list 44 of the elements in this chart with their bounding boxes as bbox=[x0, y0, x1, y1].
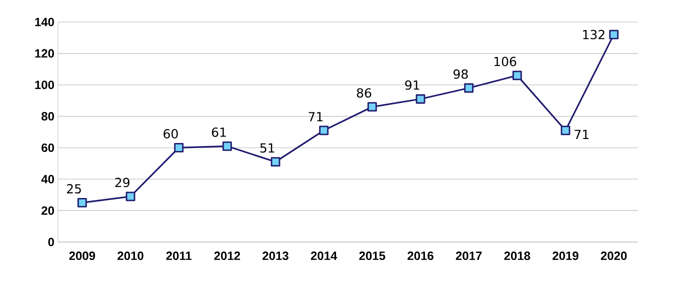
data-label: 51 bbox=[260, 143, 274, 153]
data-label: 91 bbox=[405, 80, 420, 90]
data-label: 29 bbox=[115, 178, 130, 188]
y-tick-label: 60 bbox=[42, 143, 54, 152]
point bbox=[126, 192, 136, 202]
data-label: 60 bbox=[164, 129, 178, 139]
y-tick-label: 140 bbox=[35, 18, 54, 26]
x-tick-label: 2018 bbox=[504, 252, 530, 260]
x-tick-label: 2019 bbox=[552, 252, 578, 260]
data-label: 86 bbox=[356, 88, 372, 98]
x-tick-label: 2017 bbox=[456, 252, 482, 260]
point bbox=[367, 102, 377, 112]
x-tick-label: 2012 bbox=[214, 252, 240, 260]
x-tick-label: 2013 bbox=[262, 252, 288, 260]
data-label: 98 bbox=[454, 69, 468, 79]
point bbox=[512, 70, 522, 80]
point bbox=[464, 83, 474, 93]
data-label: 71 bbox=[574, 130, 588, 139]
data-label: 25 bbox=[66, 184, 81, 194]
point bbox=[609, 30, 619, 40]
data-label: 61 bbox=[212, 127, 226, 137]
x-tick-label: 2011 bbox=[166, 252, 192, 260]
data-label: 71 bbox=[308, 112, 322, 122]
point bbox=[319, 126, 329, 136]
point bbox=[77, 198, 87, 208]
x-tick-label: 2014 bbox=[310, 252, 338, 260]
y-tick-label: 0 bbox=[48, 238, 54, 246]
y-tick-label: 20 bbox=[42, 206, 54, 215]
x-tick-label: 2009 bbox=[69, 252, 96, 260]
data-label: 106 bbox=[494, 56, 516, 66]
x-tick-label: 2010 bbox=[118, 252, 144, 260]
y-tick-label: 100 bbox=[35, 80, 54, 90]
y-tick-label: 80 bbox=[42, 112, 54, 121]
y-tick-label: 120 bbox=[35, 49, 54, 58]
x-tick-label: 2020 bbox=[600, 252, 627, 260]
y-tick-label: 40 bbox=[41, 174, 54, 184]
data-label: 132 bbox=[583, 30, 604, 40]
point bbox=[222, 141, 232, 151]
x-tick-label: 2016 bbox=[408, 252, 434, 260]
point bbox=[270, 157, 280, 167]
x-tick-label: 2015 bbox=[359, 252, 386, 260]
point bbox=[174, 143, 184, 152]
point bbox=[560, 126, 570, 136]
point bbox=[416, 94, 426, 104]
